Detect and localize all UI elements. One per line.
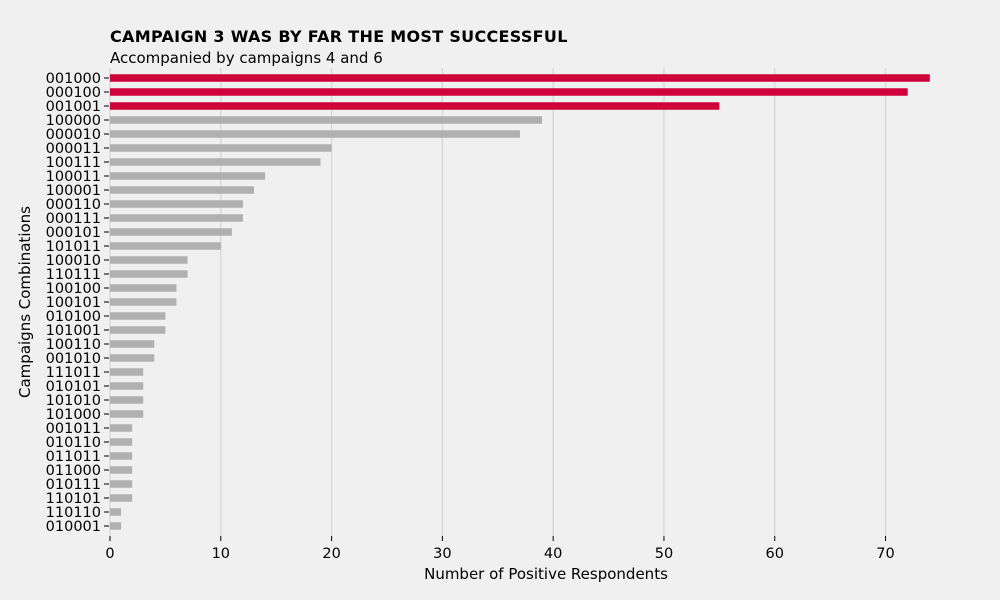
bar-101000 [110,410,144,418]
bar-010101 [110,382,144,390]
y-tick-label: 001000 [46,71,101,87]
x-tick-label: 30 [433,546,451,562]
bar-100111 [110,158,321,166]
x-tick-label: 20 [322,546,340,562]
y-tick-label: 101011 [46,239,101,255]
bar-101001 [110,326,166,334]
bar-100001 [110,186,255,194]
bar-010001 [110,522,122,530]
bar-100011 [110,172,266,180]
y-tick-label: 010101 [46,379,101,395]
y-tick-label: 101010 [46,393,101,409]
x-axis-ticks: 0 10 20 30 40 50 60 70 [105,536,895,562]
bar-100110 [110,340,155,348]
y-tick-label: 000101 [46,225,101,241]
bar-000010 [110,130,520,138]
y-tick-label: 110111 [46,267,101,283]
y-tick-label: 101001 [46,323,101,339]
x-tick-label: 0 [105,546,114,562]
bar-001001 [110,102,720,110]
bar-000111 [110,214,243,222]
bar-110111 [110,270,188,278]
y-tick-label: 100000 [46,113,101,129]
y-axis-label: Campaigns Combinations [16,206,34,398]
bar-100010 [110,256,188,264]
bar-100100 [110,284,177,292]
bar-010110 [110,438,133,446]
bar-011000 [110,466,133,474]
bar-001000 [110,74,930,82]
y-tick-label: 000010 [46,127,101,143]
y-tick-label: 100111 [46,155,101,171]
bar-100101 [110,298,177,306]
y-axis-ticks: 0010000001000010011000000000100000111001… [46,71,109,535]
chart-subtitle: Accompanied by campaigns 4 and 6 [110,49,383,67]
x-tick-label: 50 [655,546,673,562]
y-tick-label: 010110 [46,435,101,451]
x-tick-label: 70 [876,546,894,562]
y-tick-label: 100001 [46,183,101,199]
y-tick-label: 001010 [46,351,101,367]
bar-101011 [110,242,221,250]
y-tick-label: 111011 [46,365,101,381]
bar-101010 [110,396,144,404]
bar-110101 [110,494,133,502]
y-tick-label: 000100 [46,85,101,101]
bars [110,74,930,530]
y-tick-label: 010100 [46,309,101,325]
bar-010111 [110,480,133,488]
bar-110110 [110,508,122,516]
bar-001011 [110,424,133,432]
y-tick-label: 110101 [46,491,101,507]
y-tick-label: 101000 [46,407,101,423]
y-tick-label: 100101 [46,295,101,311]
bar-000011 [110,144,332,152]
y-tick-label: 100010 [46,253,101,269]
x-tick-label: 60 [766,546,784,562]
grid-lines [109,68,887,536]
y-tick-label: 000111 [46,211,101,227]
chart-title: CAMPAIGN 3 WAS BY FAR THE MOST SUCCESSFU… [110,27,568,46]
bar-100000 [110,116,543,124]
x-tick-label: 10 [212,546,230,562]
bar-000110 [110,200,243,208]
bar-011011 [110,452,133,460]
bar-010100 [110,312,166,320]
y-tick-label: 000011 [46,141,101,157]
bar-000100 [110,88,908,96]
y-tick-label: 001011 [46,421,101,437]
bar-001010 [110,354,155,362]
y-tick-label: 010001 [46,519,101,535]
y-tick-label: 100110 [46,337,101,353]
y-tick-label: 011011 [46,449,101,465]
x-tick-label: 40 [544,546,562,562]
y-tick-label: 010111 [46,477,101,493]
y-tick-label: 100100 [46,281,101,297]
bar-111011 [110,368,144,376]
y-tick-label: 001001 [46,99,101,115]
y-tick-label: 110110 [46,505,101,521]
y-tick-label: 000110 [46,197,101,213]
bar-000101 [110,228,232,236]
x-axis-label: Number of Positive Respondents [424,565,668,583]
y-tick-label: 100011 [46,169,101,185]
y-tick-label: 011000 [46,463,101,479]
